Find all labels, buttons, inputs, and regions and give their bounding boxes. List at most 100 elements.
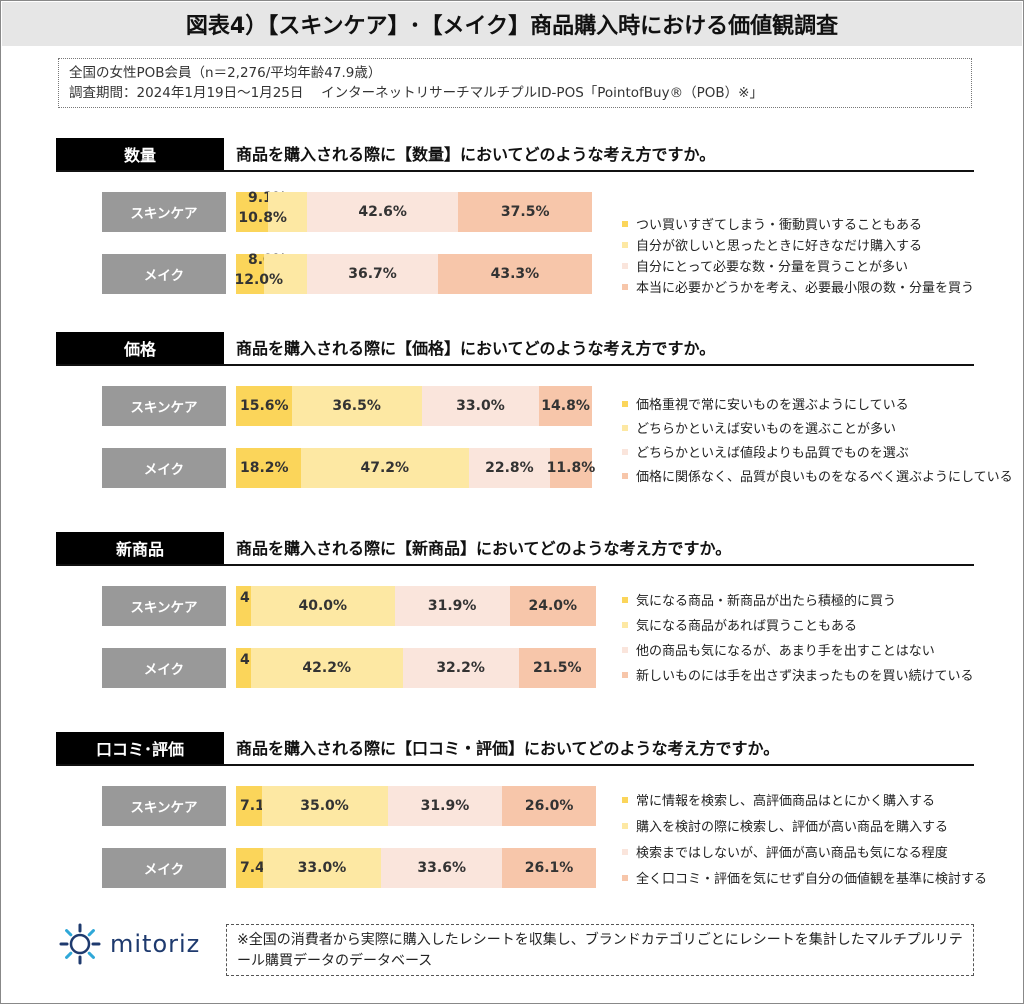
bar-segment: 7.1% <box>236 786 279 826</box>
section-header: 新商品 商品を購入される際に【新商品】においてどのような考え方ですか。 <box>56 532 974 566</box>
legend-item: どちらかといえば値段よりも品質でものを選ぶ <box>622 442 909 461</box>
logo-text: mitoriz <box>110 930 201 958</box>
data-label: 36.7% <box>348 266 397 282</box>
legend-label: 新しいものには手を出さず決まったものを買い続けている <box>636 669 974 684</box>
bar-segment: 7.4% <box>236 848 279 888</box>
bar-segment: 32.2% <box>402 648 519 688</box>
legend-swatch <box>622 283 628 290</box>
data-label: 32.2% <box>436 660 485 676</box>
bar-segment: 4.1% <box>236 648 279 688</box>
legend-swatch <box>622 241 628 248</box>
bar-segment: 36.5% <box>291 386 422 426</box>
section-question: 商品を購入される際に【価格】においてどのような考え方ですか。 <box>236 339 716 358</box>
data-label: 40.0% <box>298 598 348 614</box>
section-question: 商品を購入される際に【口コミ・評価】においてどのような考え方ですか。 <box>236 739 780 758</box>
legend-label: つい買いすぎてしまう・衝動買いすることもある <box>636 218 923 233</box>
legend-item: 購入を検討の際に検索し、評価が高い商品を購入する <box>622 816 948 835</box>
section-2: 価格 商品を購入される際に【価格】においてどのような考え方ですか。 スキンケア 15.… <box>56 332 1013 512</box>
data-label: 22.8% <box>485 460 534 476</box>
legend-item: 気になる商品があれば買うこともある <box>622 615 857 634</box>
category-label: スキンケア <box>102 786 226 826</box>
data-label: 42.2% <box>302 660 351 676</box>
legend-swatch <box>622 874 628 881</box>
legend-label: 自分にとって必要な数・分量を買うことが多い <box>636 260 908 275</box>
data-label: 36.5% <box>332 398 381 414</box>
data-label: 18.2% <box>240 460 289 476</box>
legend-swatch <box>622 472 628 479</box>
legend-swatch <box>622 448 628 455</box>
section-label: 数量 <box>56 138 224 170</box>
legend-swatch <box>622 796 628 803</box>
survey-source-box: 全国の女性POB会員（n＝2,276/平均年齢47.9歳） 調査期間：2024年… <box>58 58 972 108</box>
bar-segment: 10.8% <box>238 192 307 232</box>
legend-swatch <box>622 262 628 269</box>
logo-ray <box>87 951 95 959</box>
section-header: 口コミ･評価 商品を購入される際に【口コミ・評価】においてどのような考え方ですか。 <box>56 732 974 766</box>
legend-label: 自分が欲しいと思ったときに好きなだけ購入する <box>636 239 923 254</box>
data-label: 47.2% <box>360 460 410 476</box>
legend-swatch <box>622 400 628 407</box>
legend-label: 本当に必要かどうかを考え、必要最小限の数・分量を買う <box>636 281 975 296</box>
bar-segment: 31.9% <box>387 786 503 826</box>
stacked-bar: 8.0%12.0%36.7%43.3% <box>234 252 592 294</box>
page-title: 図表4）【スキンケア】･【メイク】商品購入時における価値観調査 <box>2 2 1022 46</box>
stacked-bar: 18.2% 47.2% 22.8% 11.8% <box>236 448 595 488</box>
section-question: 商品を購入される際に【新商品】においてどのような考え方ですか。 <box>236 539 732 558</box>
legend-item: 常に情報を検索し、高評価商品はとにかく購入する <box>622 790 935 809</box>
category-label: メイク <box>102 254 226 294</box>
stacked-bar: 15.6% 36.5% 33.0% 14.8% <box>236 386 592 426</box>
section-1: 数量商品を購入される際に【数量】においてどのような考え方ですか。スキンケア9.1… <box>56 138 976 318</box>
bar-segment: 40.0% <box>250 586 395 626</box>
bar-segment: 33.0% <box>421 386 540 426</box>
category-label: メイク <box>102 848 226 888</box>
legend-label: 検索まではしないが、評価が高い商品も気になる程度 <box>636 846 948 861</box>
legend-item: 全く口コミ・評価を気にせず自分の価値観を基準に検討する <box>622 868 987 887</box>
legend-label: 価格重視で常に安いものを選ぶようにしている <box>636 398 909 413</box>
data-label: 15.6% <box>240 398 289 414</box>
source-line-1: 全国の女性POB会員（n＝2,276/平均年齢47.9歳） <box>69 65 382 81</box>
legend-swatch <box>622 646 628 653</box>
data-label: 33.0% <box>456 398 505 414</box>
bar-segment: 42.6% <box>306 192 459 232</box>
legend-swatch <box>622 424 628 431</box>
logo-ray <box>65 951 73 959</box>
data-label: 24.0% <box>528 598 578 614</box>
bar-segment: 18.2% <box>236 448 301 488</box>
legend-label: 全く口コミ・評価を気にせず自分の価値観を基準に検討する <box>636 872 988 887</box>
bar-segment: 12.0% <box>234 254 308 294</box>
category-label: メイク <box>102 648 226 688</box>
mitoriz-logo: mitoriz <box>58 922 200 966</box>
bar-segment: 47.2% <box>300 448 469 488</box>
legend-label: 価格に関係なく、品質が良いものをなるべく選ぶようにしている <box>636 470 1013 485</box>
data-label: 42.6% <box>358 204 407 220</box>
category-label: スキンケア <box>102 192 226 232</box>
legend-item: 価格重視で常に安いものを選ぶようにしている <box>622 394 909 413</box>
data-label: 31.9% <box>427 598 477 614</box>
legend-swatch <box>622 220 628 227</box>
bar-segment: 43.3% <box>437 254 592 294</box>
data-label: 14.8% <box>541 398 590 414</box>
legend-item: どちらかといえば安いものを選ぶことが多い <box>622 418 896 437</box>
legend-item: 自分にとって必要な数・分量を買うことが多い <box>622 256 908 275</box>
legend-item: 検索まではしないが、評価が高い商品も気になる程度 <box>622 842 948 861</box>
data-label: 10.8% <box>238 210 287 226</box>
bar-segment: 35.0% <box>261 786 388 826</box>
legend-label: 気になる商品があれば買うこともある <box>636 619 858 634</box>
legend-label: 購入を検討の際に検索し、評価が高い商品を購入する <box>636 820 949 835</box>
section-header: 価格 商品を購入される際に【価格】においてどのような考え方ですか。 <box>56 332 974 366</box>
stacked-bar: 7.4% 33.0% 33.6% 26.1% <box>236 848 596 888</box>
data-label: 26.1% <box>524 860 574 876</box>
legend-swatch <box>622 596 628 603</box>
legend-swatch <box>622 822 628 829</box>
bar-segment: 33.0% <box>262 848 382 888</box>
footnote: ※全国の消費者から実際に購入したレシートを収集し、ブランドカテゴリごとにレシート… <box>226 924 974 976</box>
legend-item: 本当に必要かどうかを考え、必要最小限の数・分量を買う <box>622 277 974 296</box>
bar-segment: 24.0% <box>509 586 596 626</box>
data-label: 21.5% <box>532 660 582 676</box>
legend-item: つい買いすぎてしまう・衝動買いすることもある <box>622 214 922 233</box>
bar-segment: 15.6% <box>236 386 292 426</box>
legend-label: どちらかといえば値段よりも品質でものを選ぶ <box>636 446 909 461</box>
data-label: 37.5% <box>500 204 550 220</box>
legend-swatch <box>622 848 628 855</box>
bar-segment: 11.8% <box>547 448 595 488</box>
